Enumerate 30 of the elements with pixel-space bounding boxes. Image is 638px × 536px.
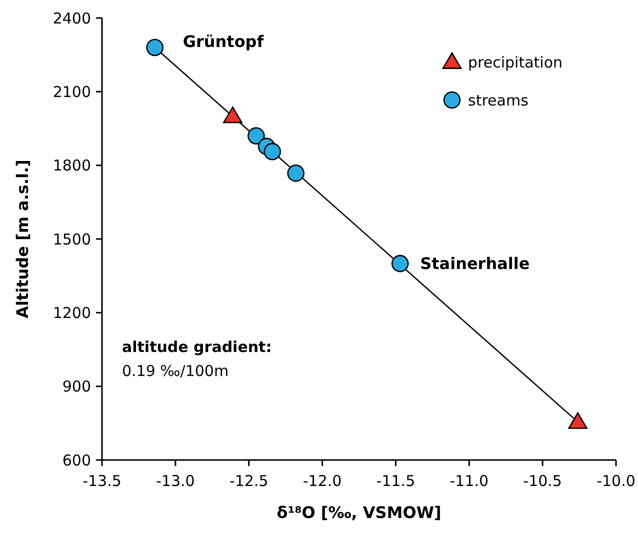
x-tick-label: -11.5 (376, 472, 416, 490)
point (223, 106, 242, 124)
point (146, 38, 164, 56)
legend-label: precipitation (468, 53, 562, 72)
x-tick-label: -13.0 (156, 472, 195, 490)
y-tick-label: 2400 (52, 9, 91, 28)
point (568, 412, 588, 429)
point (287, 164, 304, 182)
x-tick-label: -13.5 (82, 472, 122, 490)
legend-label: streams (468, 91, 529, 110)
annotation: Stainerhalle (420, 254, 530, 274)
y-tick-label: 900 (62, 378, 91, 396)
y-axis-title: Altitude [m a.s.l.] (13, 160, 32, 318)
x-tick-label: -10.5 (523, 472, 562, 490)
y-tick-label: 1500 (52, 230, 91, 248)
y-tick-label: 2100 (52, 82, 91, 101)
point (264, 142, 282, 160)
x-tick-label: -12.5 (229, 472, 268, 490)
annotation: Grüntopf (182, 32, 265, 52)
annotation: 0.19 ‰/100m (122, 362, 229, 380)
point (391, 254, 409, 272)
x-tick-label: -12.0 (302, 472, 342, 490)
x-axis-title: δ¹⁸O [‰, VSMOW] (276, 503, 442, 522)
y-tick-label: 1800 (52, 156, 91, 175)
x-tick-label: -10.0 (596, 472, 636, 490)
point (248, 127, 265, 145)
annotation: altitude gradient: (122, 338, 272, 356)
y-tick-label: 1200 (52, 304, 91, 322)
x-tick-label: -11.0 (450, 472, 489, 490)
y-tick-label: 600 (62, 451, 91, 470)
